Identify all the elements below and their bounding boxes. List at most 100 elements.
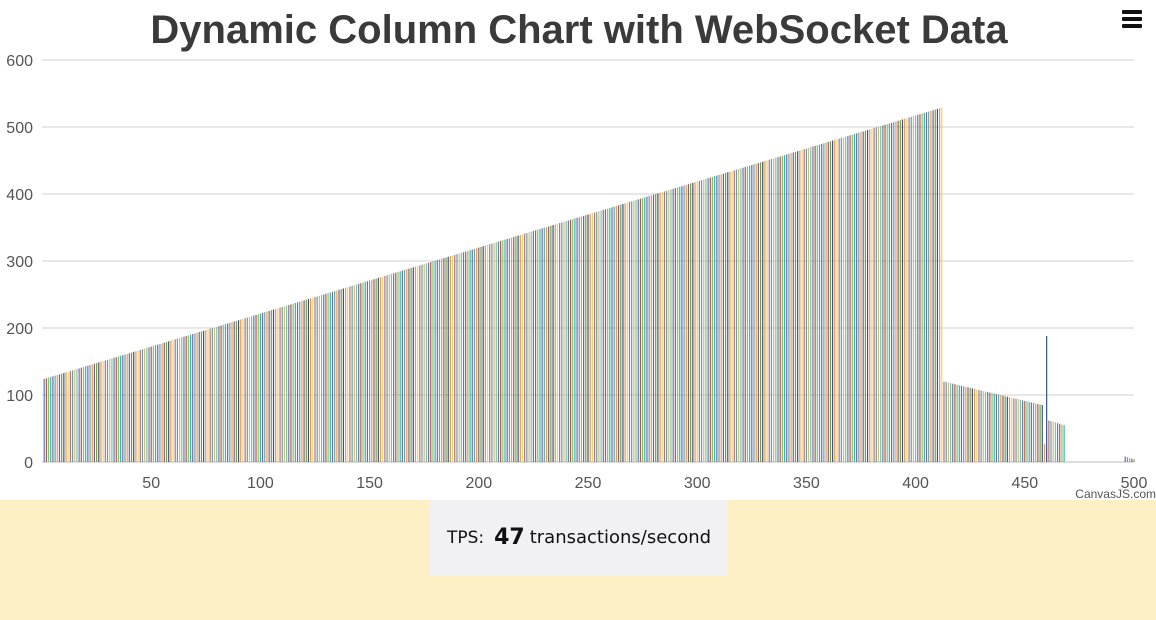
column-bar: [1052, 421, 1054, 462]
column-bar: [434, 260, 436, 462]
column-bar: [814, 145, 816, 462]
column-bar: [803, 149, 805, 462]
column-bar: [76, 369, 78, 462]
column-bar: [196, 332, 198, 462]
column-bar: [227, 323, 229, 462]
column-bar: [895, 121, 897, 462]
column-bar: [211, 328, 213, 462]
column-bar: [1028, 401, 1030, 462]
column-bar: [816, 145, 818, 462]
column-bar: [427, 262, 430, 462]
column-bar: [386, 275, 388, 462]
column-bar: [995, 394, 998, 462]
column-bar: [480, 246, 482, 462]
column-bar: [687, 184, 690, 462]
column-bar: [567, 220, 569, 462]
column-bar: [622, 203, 624, 462]
column-bar: [936, 108, 939, 462]
column-bar: [744, 166, 746, 462]
column-bar: [729, 171, 731, 462]
column-bar: [85, 366, 87, 462]
column-bar: [875, 127, 877, 462]
column-bar: [781, 155, 783, 462]
column-bar: [690, 183, 692, 462]
column-bar: [168, 341, 170, 462]
column-bar: [703, 179, 705, 462]
column-bar: [111, 358, 113, 462]
column-bar: [757, 163, 759, 463]
column-bar: [620, 204, 622, 462]
column-bar: [331, 291, 334, 462]
column-bar: [552, 225, 554, 462]
y-tick-label: 0: [24, 455, 33, 472]
column-bar: [500, 240, 502, 462]
column-bar: [43, 378, 45, 462]
column-bar: [910, 116, 912, 463]
column-bar: [550, 225, 552, 462]
column-bar: [1004, 396, 1006, 462]
x-tick-label: 300: [684, 475, 711, 492]
column-bar: [866, 130, 869, 462]
column-bar: [224, 324, 227, 462]
column-bar: [821, 143, 823, 462]
column-bar: [668, 190, 670, 463]
column-bar: [609, 207, 611, 462]
column-bar: [102, 361, 104, 462]
column-bar: [906, 118, 908, 462]
column-bar: [268, 310, 270, 462]
column-bar: [869, 129, 871, 462]
column-bar: [473, 248, 476, 462]
column-bar: [344, 287, 347, 462]
column-bar: [178, 337, 181, 462]
column-bar: [454, 254, 456, 462]
column-bar: [670, 189, 672, 463]
column-bar: [779, 156, 781, 462]
column-bar: [923, 112, 925, 463]
y-tick-label: 200: [6, 321, 33, 338]
column-bar: [216, 326, 218, 462]
column-bar: [141, 349, 144, 462]
column-bar: [904, 118, 906, 462]
column-bar: [939, 108, 941, 462]
column-bar: [797, 151, 799, 462]
column-bar: [980, 390, 982, 462]
column-bar: [847, 135, 849, 462]
column-bar: [700, 180, 703, 462]
column-bar: [200, 331, 203, 462]
column-bar: [711, 176, 714, 462]
column-bar: [657, 193, 659, 462]
column-bar: [666, 190, 668, 463]
column-bar: [353, 285, 355, 462]
column-bar: [174, 339, 176, 462]
column-bar: [327, 293, 329, 462]
column-bar: [973, 388, 976, 462]
column-bar: [486, 244, 489, 462]
column-bar: [257, 314, 259, 462]
menu-bar-bottom: [1122, 24, 1142, 28]
column-bar: [611, 207, 613, 462]
chart-title: Dynamic Column Chart with WebSocket Data: [150, 8, 1008, 52]
column-bar: [722, 173, 725, 462]
column-bar: [805, 148, 808, 462]
column-bar: [976, 389, 978, 462]
column-bar: [888, 123, 890, 462]
column-bar: [626, 202, 628, 462]
column-bar: [631, 201, 633, 462]
column-bar: [397, 271, 399, 462]
column-bar: [537, 229, 539, 462]
column-bar: [842, 137, 845, 463]
column-bar: [334, 291, 336, 462]
column-bar: [447, 256, 449, 462]
column-bar: [229, 322, 231, 462]
column-bar: [786, 154, 788, 462]
column-bar: [220, 325, 222, 462]
column-bar: [52, 376, 54, 462]
x-tick-label: 150: [356, 475, 383, 492]
canvasjs-credit-link[interactable]: CanvasJS.com: [1075, 487, 1156, 500]
column-bar: [423, 264, 425, 462]
column-bar: [414, 266, 417, 462]
column-bar: [401, 270, 403, 462]
column-bar: [539, 229, 541, 462]
hamburger-menu-icon[interactable]: [1122, 10, 1142, 28]
column-bar: [794, 151, 797, 462]
